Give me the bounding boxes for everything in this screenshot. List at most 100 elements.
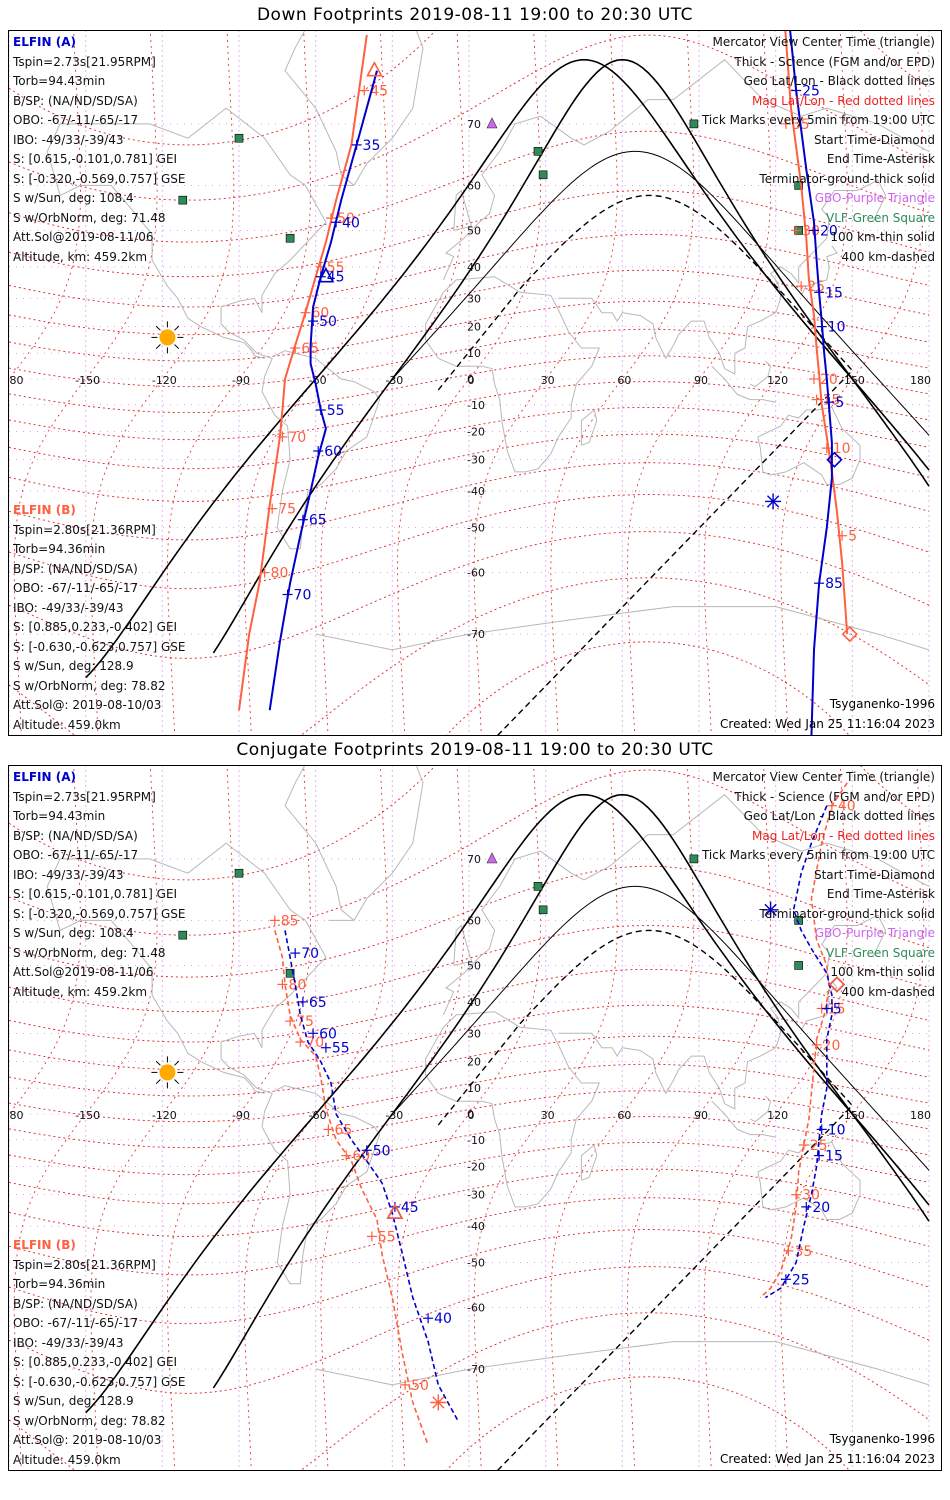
elfin-b-info-line: B/SP: (NA/ND/SD/SA)	[13, 1296, 138, 1311]
coastline	[757, 1141, 861, 1220]
sun-icon	[159, 1064, 176, 1081]
longitude-label: -180	[9, 374, 23, 387]
track-tick-label: 50	[319, 314, 337, 330]
elfin-a-info-line: S: [0.615,-0.101,0.781] GEI	[13, 887, 178, 901]
track-tick-label: 5	[835, 395, 844, 411]
vlf-station-icon	[533, 147, 543, 156]
latitude-label: 40	[467, 996, 481, 1009]
latitude-label: 30	[467, 1027, 481, 1040]
track-tick-label: 10	[833, 441, 851, 457]
track-tick-label: 40	[838, 799, 856, 815]
elfin-a-info-down: ELFIN (A) Tspin=2.73s[21.95RPM] Torb=94.4…	[13, 33, 186, 264]
latitude-label: -30	[467, 454, 485, 467]
coastline	[284, 766, 424, 921]
elfin-b-info-line: IBO: -49/33/-39/43	[13, 1335, 124, 1350]
latitude-label: -50	[467, 522, 485, 535]
elfin-b-info-line: S: [0.885,0.233,-0.402] GEI	[13, 1355, 178, 1369]
track-tick-label: 5	[833, 1001, 842, 1017]
elfin-b-label: ELFIN (B)	[13, 1238, 76, 1252]
longitude-label: 30	[541, 374, 555, 387]
map-canvas-conjugate: -180-150-120-90-60-300306090120150180706…	[9, 766, 931, 1470]
elfin-b-info-line: Att.Sol@: 2019-08-10/03	[13, 698, 162, 712]
track-tick-label: 20	[820, 223, 838, 239]
track-tick-label: 20	[812, 1200, 830, 1216]
longitude-label: -60	[309, 1109, 327, 1122]
elfin-b-info-line: Tspin=2.80s[21.36RPM]	[13, 522, 156, 537]
legend-item: Mercator View Center Time (triangle)	[712, 35, 935, 49]
vlf-station-icon	[538, 905, 548, 915]
mag-latitude-line	[9, 769, 930, 936]
track-tick-label: 10	[828, 1122, 846, 1138]
legend-item: Mercator View Center Time (triangle)	[712, 770, 935, 784]
terminator-100km	[391, 150, 930, 436]
mag-latitude-line	[9, 190, 930, 278]
track-tick-label: 60	[324, 444, 342, 460]
vlf-station-icon	[538, 170, 548, 180]
sun-ray	[174, 344, 180, 350]
track-tick-label: 55	[327, 403, 345, 419]
legend-item: GBO-Purple Triangle	[814, 926, 935, 940]
elfin-b-info-line: S w/Sun, deg: 128.9	[13, 659, 134, 673]
coastline	[442, 59, 930, 281]
legend-item: Geo Lat/Lon - Black dotted lines	[743, 809, 935, 823]
mag-latitude-line	[9, 531, 930, 659]
sun-ray	[174, 1060, 180, 1066]
longitude-label: -120	[152, 374, 177, 387]
elfin-a-info-line: Tspin=2.73s[21.95RPM]	[13, 789, 156, 804]
view-center-triangle	[386, 1203, 404, 1219]
coastline	[284, 31, 424, 186]
coastline	[425, 1011, 601, 1208]
latitude-label: 60	[467, 179, 481, 192]
elfin-b-info-line: S: [-0.630,-0.623,0.757] GSE	[13, 1374, 186, 1389]
legend-item: 100 km-thin solid	[830, 230, 935, 244]
latitude-label: 70	[467, 118, 481, 131]
elfin-a-info-line: OBO: -67/-11/-65/-17	[13, 113, 139, 127]
elfin-b-info-line: Altitude: 459.0km	[13, 1452, 121, 1467]
latitude-label: 0	[467, 373, 474, 386]
track-tick-label: 25	[807, 279, 825, 295]
track-tick-label: 15	[823, 393, 841, 409]
coastline	[749, 1095, 772, 1123]
terminator-400km	[437, 929, 854, 1470]
terminator-ground	[85, 59, 930, 679]
coastline	[580, 1144, 598, 1181]
latitude-label: 70	[467, 853, 481, 866]
panel-title-down: Down Footprints 2019-08-11 19:00 to 20:3…	[256, 5, 694, 25]
elfin-b-info-line: S w/Sun, deg: 128.9	[13, 1394, 134, 1408]
latitude-label: -40	[467, 1220, 485, 1233]
legend-down: Mercator View Center Time (triangle) Thic…	[702, 33, 935, 267]
vlf-station-icon	[178, 930, 188, 940]
footer-conjugate: Tsyganenko-1996 Created: Wed Jan 25 11:1…	[720, 1430, 935, 1469]
coastline	[558, 914, 887, 1110]
longitude-label: -90	[232, 1109, 250, 1122]
track-tick-label: 40	[434, 1311, 452, 1327]
gbo-station-icon	[486, 117, 498, 129]
mag-latitude-line	[9, 968, 930, 1043]
sun-ray	[155, 344, 161, 350]
mag-latitude-line	[9, 577, 930, 735]
track-tick-label: 60	[311, 306, 329, 322]
track-tick-label: 70	[306, 1035, 324, 1051]
longitude-label: 60	[617, 1109, 631, 1122]
terminator-100km	[391, 885, 930, 1171]
latitude-label: 10	[467, 1082, 481, 1095]
longitude-label: -90	[232, 374, 250, 387]
track-tick-label: 25	[792, 1272, 810, 1288]
elfin-b-track	[759, 782, 848, 1299]
track-tick-label: 15	[825, 285, 843, 301]
legend-item: 400 km-dashed	[841, 984, 935, 999]
legend-item: Start Time-Diamond	[813, 867, 935, 882]
sun-ray	[155, 1079, 161, 1085]
elfin-a-info-line: S w/Sun, deg: 108.4	[13, 926, 134, 940]
legend-conjugate: Mercator View Center Time (triangle) Thic…	[702, 768, 935, 1002]
track-tick-label: 10	[828, 320, 846, 336]
track-tick-label: 15	[825, 1149, 843, 1165]
elfin-b-info-line: S w/OrbNorm, deg: 78.82	[13, 1413, 166, 1428]
legend-item: Tick Marks every 5min from 19:00 UTC	[701, 113, 935, 127]
longitude-label: 90	[694, 374, 708, 387]
track-tick-label: 35	[794, 1244, 812, 1260]
sun-ray	[174, 325, 180, 331]
elfin-b-info-line: Torb=94.36min	[13, 1277, 106, 1291]
mag-latitude-line	[9, 1197, 930, 1276]
track-tick-label: 50	[411, 1378, 429, 1394]
